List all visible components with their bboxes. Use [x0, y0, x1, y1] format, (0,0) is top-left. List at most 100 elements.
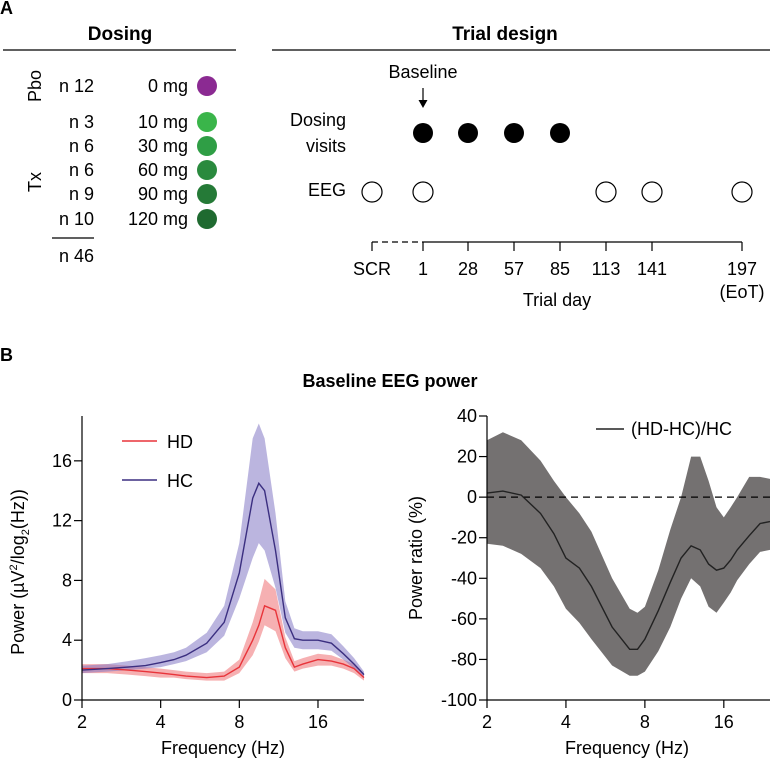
x-tick-label: 2 — [77, 712, 87, 732]
group-label-tx: Tx — [25, 172, 45, 192]
power-spectrum-chart: 2 4 8 16 0 4 8 12 16 HD HC Frequency (Hz) Power … — [8, 416, 365, 758]
dosing-visits-label-line2: visits — [306, 136, 346, 156]
ci-band-hc — [82, 423, 364, 678]
c2-x-axis-label: Frequency (Hz) — [565, 738, 689, 758]
dose-color-dot — [197, 160, 217, 180]
baseline-arrow-head — [418, 100, 428, 108]
ci-band--hd-hc-hc — [487, 432, 770, 676]
dosing-visits-label: Dosing — [290, 110, 346, 130]
c1-bands — [82, 423, 364, 681]
y-tick-label: 40 — [457, 406, 477, 426]
y-tick-label: 20 — [457, 447, 477, 467]
dosing-visit-dot — [458, 123, 478, 143]
panel-b-title: Baseline EEG power — [302, 371, 477, 391]
series-line-hd — [82, 604, 365, 679]
x-tick-label: 4 — [561, 712, 571, 732]
timeline-day-label: 85 — [550, 259, 570, 279]
row-n: n 6 — [69, 160, 94, 180]
dosing-row: n 10 120 mg — [59, 209, 217, 229]
y-tick-label: 12 — [52, 511, 72, 531]
c1-ylabel-part: (Hz)) — [8, 489, 28, 529]
x-tick-label: 16 — [308, 712, 328, 732]
x-tick-label: 8 — [640, 712, 650, 732]
y-tick-label: -100 — [441, 690, 477, 710]
panel-a-label: A — [0, 0, 13, 18]
row-dose: 60 mg — [138, 160, 188, 180]
c2-bands — [487, 432, 770, 676]
dose-color-dot — [197, 184, 217, 204]
timeline-axis-title: Trial day — [523, 290, 591, 310]
series-line-hc — [81, 481, 365, 676]
legend-label-ratio: (HD-HC)/HC — [631, 419, 732, 439]
c1-ylabel-part: Power (µV — [8, 570, 28, 654]
c2-ticks: 2 4 8 16 -100 -80 -60 -40 -20 0 20 40 — [441, 406, 734, 732]
baseline-label: Baseline — [388, 62, 457, 82]
row-dose: 90 mg — [138, 184, 188, 204]
dosing-visit-dot — [504, 123, 524, 143]
eeg-visit-dot — [595, 181, 617, 203]
y-tick-label: 0 — [62, 690, 72, 710]
row-dose: 0 mg — [148, 76, 188, 96]
dosing-row: n 6 60 mg — [69, 160, 217, 180]
c1-ylabel-superscript: 2 — [8, 564, 20, 570]
eeg-visit-dot — [361, 181, 383, 203]
row-n: n 3 — [69, 112, 94, 132]
row-n: n 6 — [69, 136, 94, 156]
timeline-day-label: 113 — [592, 259, 621, 279]
eot-label: (EoT) — [720, 282, 765, 302]
x-tick-label: 2 — [482, 712, 492, 732]
eeg-visit-dot — [731, 181, 753, 203]
x-tick-label: 4 — [156, 712, 166, 732]
timeline-day-label: SCR — [353, 259, 391, 279]
dosing-row: n 12 0 mg — [59, 76, 217, 96]
series-line--hd-hc-hc — [486, 490, 770, 650]
c1-ylabel-subscript: 2 — [20, 529, 32, 535]
y-tick-label: 4 — [62, 630, 72, 650]
eeg-visit-dot — [641, 181, 663, 203]
legend-label-hd: HD — [167, 432, 193, 452]
y-tick-label: -60 — [451, 609, 477, 629]
y-tick-label: 16 — [52, 451, 72, 471]
x-tick-label: 8 — [234, 712, 244, 732]
y-tick-label: -40 — [451, 568, 477, 588]
timeline-day-label: 57 — [504, 259, 524, 279]
c1-lines — [81, 481, 365, 679]
timeline-axis — [371, 241, 743, 251]
dose-color-dot — [197, 209, 217, 229]
power-ratio-chart: 2 4 8 16 -100 -80 -60 -40 -20 0 20 40 (HD-HC)/HC Fr… — [406, 406, 770, 758]
y-tick-label: -80 — [451, 649, 477, 669]
dose-color-dot — [197, 76, 217, 96]
c2-y-axis-label: Power ratio (%) — [406, 496, 426, 620]
dosing-visit-dot — [550, 123, 570, 143]
timeline-day-label: 1 — [418, 259, 428, 279]
dosing-title: Dosing — [88, 24, 152, 45]
timeline-day-label: 197 — [727, 259, 757, 279]
c1-x-axis-label: Frequency (Hz) — [161, 738, 285, 758]
row-n: n 10 — [59, 209, 94, 229]
timeline-day-label: 28 — [458, 259, 478, 279]
eeg-visit-dot — [412, 181, 434, 203]
dosing-visit-dot — [413, 123, 433, 143]
x-tick-label: 16 — [714, 712, 734, 732]
c1-ylabel-part: /log — [8, 535, 28, 564]
row-dose: 120 mg — [128, 209, 188, 229]
trial-design-title: Trial design — [452, 24, 558, 45]
row-n: n 9 — [69, 184, 94, 204]
panel-b-label: B — [0, 345, 13, 365]
y-tick-label: 0 — [467, 487, 477, 507]
timeline-day-label: 141 — [637, 259, 667, 279]
dosing-row: n 9 90 mg — [69, 184, 217, 204]
c1-ticks: 2 4 8 16 0 4 8 12 16 — [52, 451, 328, 732]
y-tick-label: -20 — [451, 528, 477, 548]
row-dose: 10 mg — [138, 112, 188, 132]
total-n: n 46 — [59, 246, 94, 266]
dose-color-dot — [197, 136, 217, 156]
dosing-row: n 6 30 mg — [69, 136, 217, 156]
eeg-row-label: EEG — [308, 180, 346, 200]
c1-y-axis-label: Power (µV2/log2(Hz)) — [8, 489, 32, 655]
row-n: n 12 — [59, 76, 94, 96]
dose-color-dot — [197, 112, 217, 132]
row-dose: 30 mg — [138, 136, 188, 156]
group-label-pbo: Pbo — [25, 70, 45, 102]
